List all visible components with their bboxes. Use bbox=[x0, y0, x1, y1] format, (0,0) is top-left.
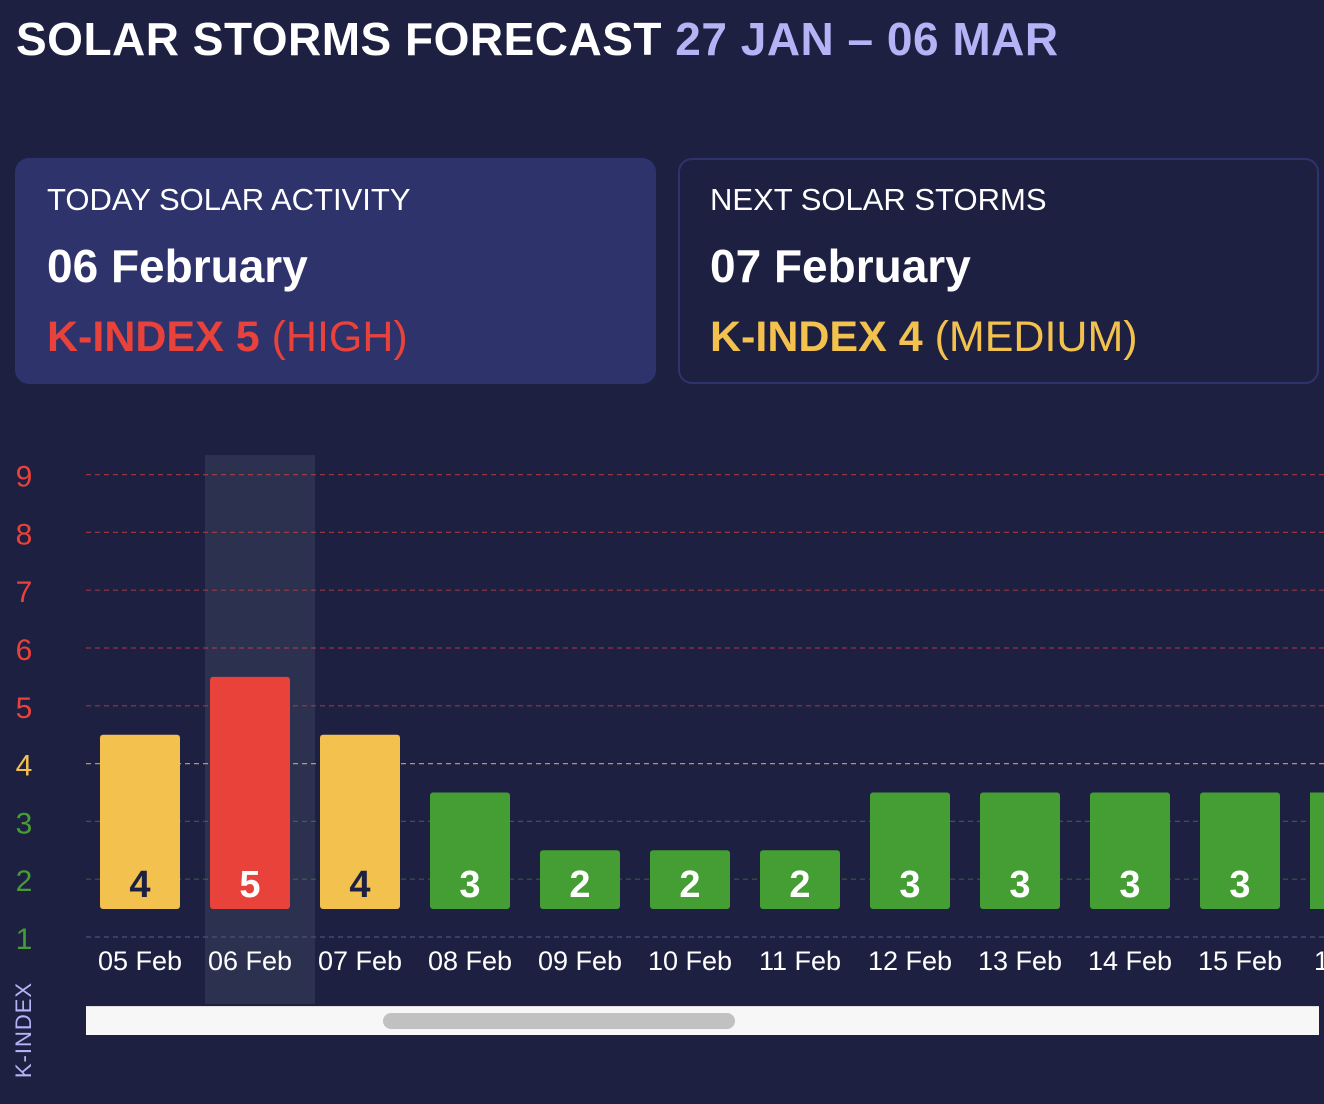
bar bbox=[980, 792, 1060, 909]
bar bbox=[760, 850, 840, 909]
bar bbox=[540, 850, 620, 909]
x-tick-label: 1 bbox=[1314, 946, 1324, 976]
bar bbox=[650, 850, 730, 909]
bar-value-label: 4 bbox=[129, 864, 150, 906]
bar-value-label: 2 bbox=[789, 864, 810, 906]
y-axis-label: K-INDEX bbox=[11, 981, 36, 1079]
today-card-date: 06 February bbox=[47, 240, 308, 292]
y-tick-label: 5 bbox=[16, 692, 33, 725]
x-tick-label: 15 Feb bbox=[1198, 946, 1282, 976]
next-storms-card: NEXT SOLAR STORMS 07 February K-INDEX 4 … bbox=[678, 158, 1319, 384]
y-tick-label: 4 bbox=[16, 750, 33, 783]
bar bbox=[1310, 792, 1324, 909]
y-tick-label: 1 bbox=[16, 923, 33, 956]
next-card-date: 07 February bbox=[710, 240, 971, 292]
today-kindex: K-INDEX 5 (HIGH) bbox=[47, 312, 624, 362]
x-tick-label: 05 Feb bbox=[98, 946, 182, 976]
y-tick-label: 3 bbox=[16, 807, 33, 840]
today-kindex-level: (HIGH) bbox=[271, 313, 408, 361]
title-text: SOLAR STORMS FORECAST bbox=[16, 13, 663, 65]
bar bbox=[1090, 792, 1170, 909]
today-card-label: TODAY SOLAR ACTIVITY bbox=[47, 182, 411, 217]
y-tick-label: 2 bbox=[16, 865, 33, 898]
bar-value-label: 3 bbox=[1229, 864, 1250, 906]
x-tick-label: 13 Feb bbox=[978, 946, 1062, 976]
next-kindex-level: (MEDIUM) bbox=[934, 313, 1138, 361]
today-kindex-value: K-INDEX 5 bbox=[47, 313, 260, 361]
y-tick-label: 7 bbox=[16, 576, 33, 609]
next-kindex-value: K-INDEX 4 bbox=[710, 313, 923, 361]
kindex-bar-chart: 1 2 3 4 5 6 7 8 9 4 05 Feb 5 06 Feb 4 07 Feb 3 08 Feb 2 09… bbox=[16, 455, 1324, 1004]
x-tick-label: 07 Feb bbox=[318, 946, 402, 976]
bar-value-label: 3 bbox=[1119, 864, 1140, 906]
bar-value-label: 2 bbox=[679, 864, 700, 906]
next-card-label: NEXT SOLAR STORMS bbox=[710, 182, 1047, 217]
bar-value-label: 5 bbox=[239, 864, 260, 906]
x-tick-label: 11 Feb bbox=[759, 946, 841, 976]
x-tick-label: 10 Feb bbox=[648, 946, 732, 976]
bar-value-label: 3 bbox=[1009, 864, 1030, 906]
page-title: SOLAR STORMS FORECAST 27 JAN – 06 MAR bbox=[16, 12, 1059, 66]
chart-horizontal-scrollbar[interactable] bbox=[86, 1006, 1319, 1035]
bar bbox=[100, 734, 180, 909]
date-range: 27 JAN – 06 MAR bbox=[675, 13, 1059, 65]
next-kindex: K-INDEX 4 (MEDIUM) bbox=[710, 312, 1287, 362]
bar bbox=[210, 676, 290, 909]
y-tick-label: 9 bbox=[16, 461, 33, 494]
bar bbox=[430, 792, 510, 909]
bar-value-label: 4 bbox=[349, 864, 370, 906]
bar bbox=[870, 792, 950, 909]
scrollbar-thumb[interactable] bbox=[383, 1013, 735, 1029]
x-tick-label: 09 Feb bbox=[538, 946, 622, 976]
bar bbox=[320, 734, 400, 909]
bar-value-label: 3 bbox=[459, 864, 480, 906]
bar-value-label: 2 bbox=[569, 864, 590, 906]
y-tick-label: 6 bbox=[16, 634, 33, 667]
x-tick-label: 14 Feb bbox=[1088, 946, 1172, 976]
x-tick-label: 08 Feb bbox=[428, 946, 512, 976]
x-tick-label: 06 Feb bbox=[208, 946, 292, 976]
bar bbox=[1200, 792, 1280, 909]
x-tick-label: 12 Feb bbox=[868, 946, 952, 976]
today-activity-card: TODAY SOLAR ACTIVITY 06 February K-INDEX… bbox=[15, 158, 656, 384]
bar-value-label: 3 bbox=[899, 864, 920, 906]
y-tick-label: 8 bbox=[16, 518, 33, 551]
